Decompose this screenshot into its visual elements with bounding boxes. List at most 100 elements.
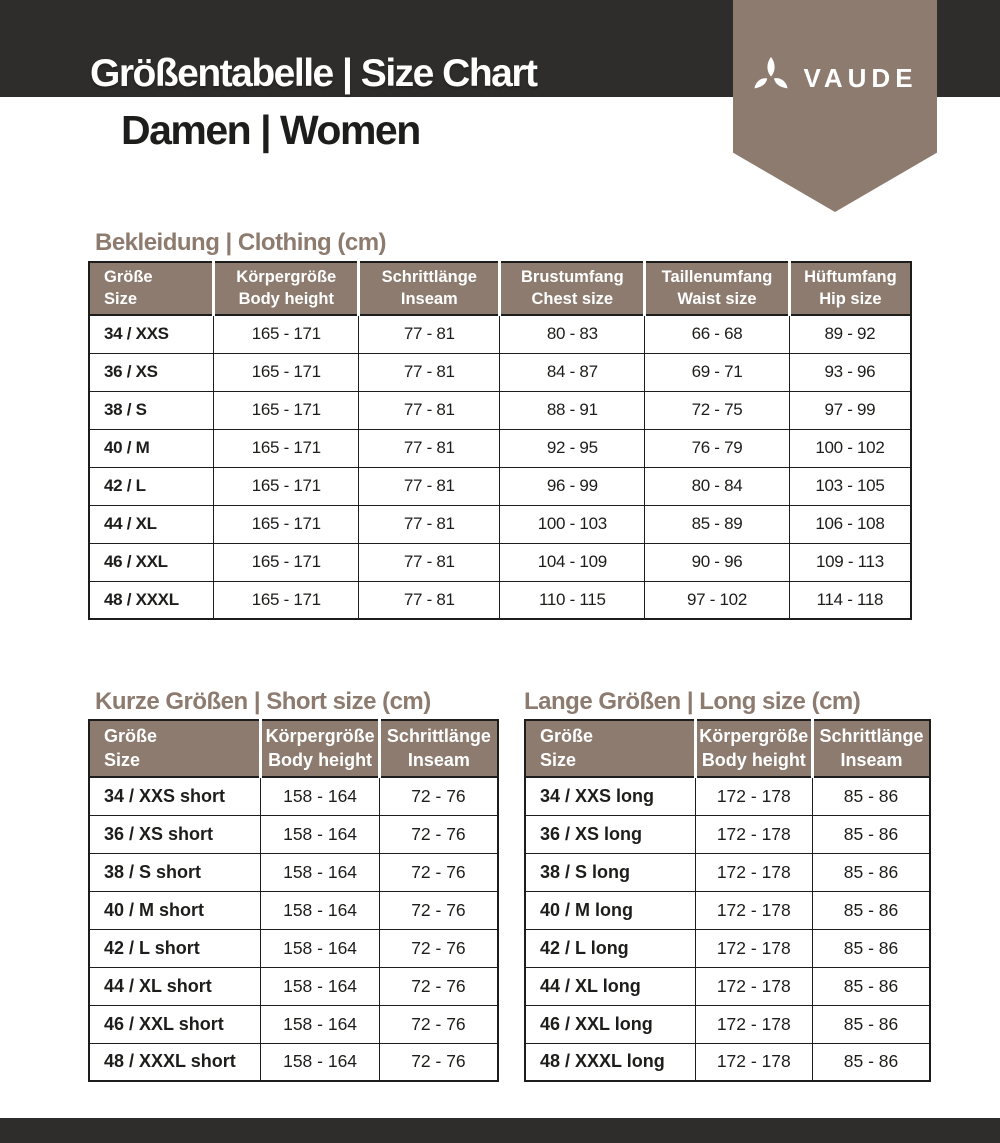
table-row: 40 / M 165 - 171 77 - 81 92 - 95 76 - 79 100 … xyxy=(88,428,912,468)
size-cell: 36 / XS short xyxy=(88,814,262,854)
value-cell: 106 - 108 xyxy=(788,504,912,544)
value-cell: 172 - 178 xyxy=(694,1042,814,1082)
value-cell: 172 - 178 xyxy=(694,890,814,930)
value-cell: 165 - 171 xyxy=(213,580,360,620)
table-row: 42 / L long 172 - 178 85 - 86 xyxy=(524,928,931,968)
table-row: 42 / L short 158 - 164 72 - 76 xyxy=(88,928,499,968)
column-header: Schrittlänge Inseam xyxy=(377,720,498,778)
brand-ribbon: VAUDE xyxy=(733,0,937,212)
table-row: 46 / XXL long 172 - 178 85 - 86 xyxy=(524,1004,931,1044)
value-cell: 80 - 83 xyxy=(499,314,646,354)
table-row: 44 / XL long 172 - 178 85 - 86 xyxy=(524,966,931,1006)
value-cell: 72 - 76 xyxy=(378,776,499,816)
size-cell: 48 / XXXL long xyxy=(524,1042,696,1082)
value-cell: 93 - 96 xyxy=(788,352,912,392)
value-cell: 72 - 76 xyxy=(378,966,499,1006)
column-header: Größe Size xyxy=(525,720,696,778)
value-cell: 158 - 164 xyxy=(260,1004,380,1044)
value-cell: 90 - 96 xyxy=(644,542,790,582)
table-row: 38 / S short 158 - 164 72 - 76 xyxy=(88,852,499,892)
long-size-table: Größe Size Körpergröße Body height Schrittlä… xyxy=(524,719,931,1082)
value-cell: 172 - 178 xyxy=(694,852,814,892)
table-row: 46 / XXL short 158 - 164 72 - 76 xyxy=(88,1004,499,1044)
value-cell: 158 - 164 xyxy=(260,814,380,854)
table-row: 38 / S long 172 - 178 85 - 86 xyxy=(524,852,931,892)
value-cell: 92 - 95 xyxy=(499,428,646,468)
value-cell: 69 - 71 xyxy=(644,352,790,392)
value-cell: 77 - 81 xyxy=(358,504,501,544)
clothing-section-title: Bekleidung | Clothing (cm) xyxy=(95,229,387,256)
value-cell: 165 - 171 xyxy=(213,542,360,582)
value-cell: 88 - 91 xyxy=(499,390,646,430)
value-cell: 72 - 75 xyxy=(644,390,790,430)
size-cell: 46 / XXL short xyxy=(88,1004,262,1044)
table-row: 40 / M long 172 - 178 85 - 86 xyxy=(524,890,931,930)
value-cell: 77 - 81 xyxy=(358,314,501,354)
value-cell: 158 - 164 xyxy=(260,966,380,1006)
column-header: Schrittlänge Inseam xyxy=(811,720,930,778)
table-row: 34 / XXS long 172 - 178 85 - 86 xyxy=(524,776,931,816)
value-cell: 165 - 171 xyxy=(213,428,360,468)
table-row: 34 / XXS short 158 - 164 72 - 76 xyxy=(88,776,499,816)
value-cell: 72 - 76 xyxy=(378,928,499,968)
clothing-header-row: Größe Size Körpergröße Body height Schrittlä… xyxy=(89,262,911,316)
size-cell: 36 / XS long xyxy=(524,814,696,854)
column-header: Schrittlänge Inseam xyxy=(357,262,500,316)
value-cell: 66 - 68 xyxy=(644,314,790,354)
size-cell: 42 / L short xyxy=(88,928,262,968)
column-header: Hüftumfang Hip size xyxy=(787,262,911,316)
value-cell: 85 - 86 xyxy=(812,966,931,1006)
value-cell: 109 - 113 xyxy=(788,542,912,582)
column-header: Größe Size xyxy=(89,262,214,316)
size-cell: 34 / XXS short xyxy=(88,776,262,816)
column-header: Taillenumfang Waist size xyxy=(643,262,790,316)
size-cell: 40 / M short xyxy=(88,890,262,930)
value-cell: 77 - 81 xyxy=(358,428,501,468)
value-cell: 165 - 171 xyxy=(213,466,360,506)
value-cell: 85 - 86 xyxy=(812,1042,931,1082)
value-cell: 85 - 86 xyxy=(812,814,931,854)
value-cell: 100 - 103 xyxy=(499,504,646,544)
short-size-table: Größe Size Körpergröße Body height Schrittlä… xyxy=(88,719,499,1082)
table-row: 44 / XL short 158 - 164 72 - 76 xyxy=(88,966,499,1006)
table-row: 36 / XS short 158 - 164 72 - 76 xyxy=(88,814,499,854)
size-cell: 42 / L long xyxy=(524,928,696,968)
size-cell: 44 / XL xyxy=(88,504,215,544)
column-header: Größe Size xyxy=(89,720,261,778)
value-cell: 165 - 171 xyxy=(213,314,360,354)
value-cell: 158 - 164 xyxy=(260,776,380,816)
value-cell: 89 - 92 xyxy=(788,314,912,354)
vaude-logo: VAUDE xyxy=(733,56,937,101)
size-cell: 38 / S short xyxy=(88,852,262,892)
size-cell: 48 / XXXL xyxy=(88,580,215,620)
value-cell: 85 - 89 xyxy=(644,504,790,544)
table-row: 44 / XL 165 - 171 77 - 81 100 - 103 85 - 89 1… xyxy=(88,504,912,544)
value-cell: 72 - 76 xyxy=(378,1004,499,1044)
value-cell: 97 - 99 xyxy=(788,390,912,430)
value-cell: 158 - 164 xyxy=(260,852,380,892)
value-cell: 100 - 102 xyxy=(788,428,912,468)
short-header-row: Größe Size Körpergröße Body height Schrittlä… xyxy=(89,720,498,778)
value-cell: 85 - 86 xyxy=(812,852,931,892)
column-header: Brustumfang Chest size xyxy=(498,262,645,316)
size-cell: 44 / XL long xyxy=(524,966,696,1006)
size-cell: 48 / XXXL short xyxy=(88,1042,262,1082)
value-cell: 158 - 164 xyxy=(260,890,380,930)
column-header: Körpergröße Body height xyxy=(693,720,813,778)
size-cell: 44 / XL short xyxy=(88,966,262,1006)
table-row: 36 / XS long 172 - 178 85 - 86 xyxy=(524,814,931,854)
page-title: Größentabelle | Size Chart xyxy=(90,52,538,95)
value-cell: 96 - 99 xyxy=(499,466,646,506)
value-cell: 85 - 86 xyxy=(812,1004,931,1044)
size-cell: 34 / XXS xyxy=(88,314,215,354)
value-cell: 72 - 76 xyxy=(378,814,499,854)
value-cell: 72 - 76 xyxy=(378,890,499,930)
value-cell: 114 - 118 xyxy=(788,580,912,620)
table-row: 46 / XXL 165 - 171 77 - 81 104 - 109 90 - 96… xyxy=(88,542,912,582)
footer-band xyxy=(0,1118,1000,1143)
value-cell: 110 - 115 xyxy=(499,580,646,620)
value-cell: 165 - 171 xyxy=(213,390,360,430)
value-cell: 172 - 178 xyxy=(694,1004,814,1044)
value-cell: 172 - 178 xyxy=(694,966,814,1006)
page-subtitle: Damen | Women xyxy=(121,107,421,153)
